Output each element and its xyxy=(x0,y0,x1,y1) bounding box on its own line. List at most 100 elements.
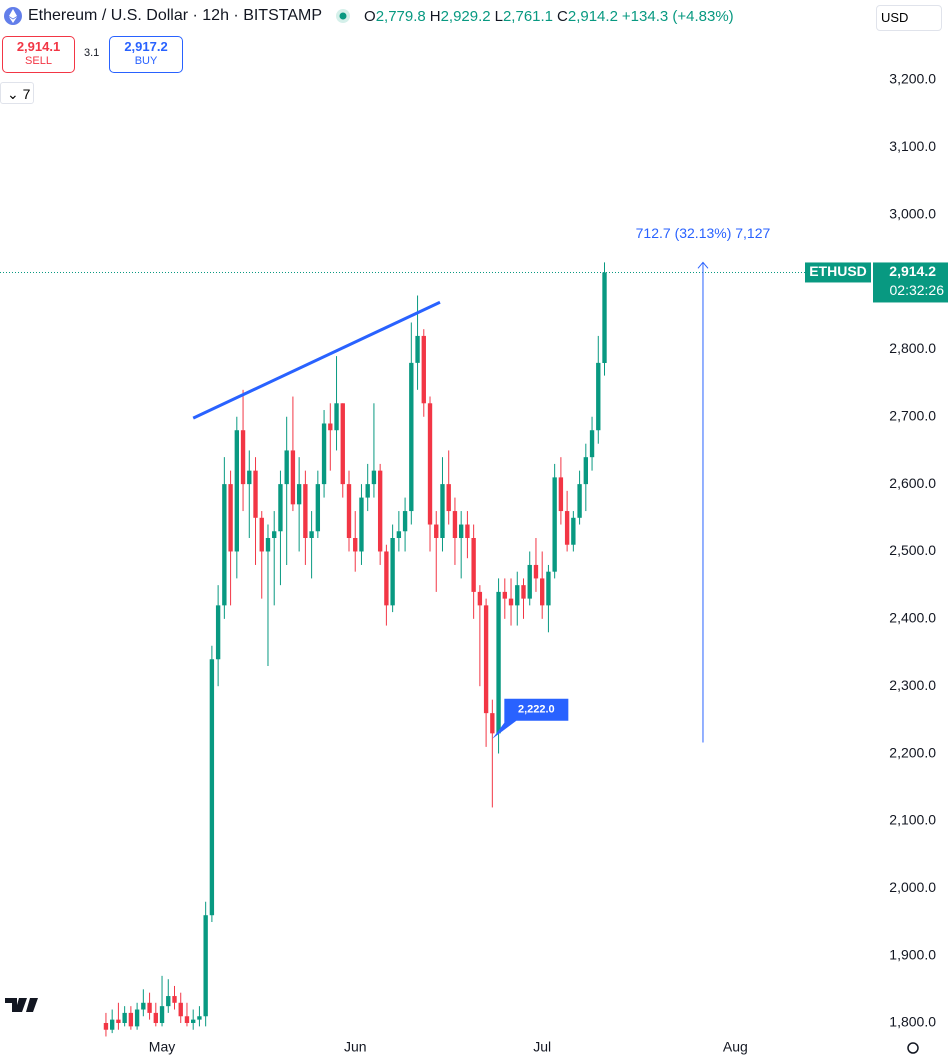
candle-body xyxy=(533,564,539,579)
candle-body xyxy=(415,335,420,363)
candle-body xyxy=(209,659,215,916)
y-tick-label: 2,800.0 xyxy=(889,340,936,356)
candle-body xyxy=(290,450,296,505)
y-tick-label: 2,200.0 xyxy=(889,744,936,760)
ohlc: O2,779.8 H2,929.2 L2,761.1 C2,914.2 +134.3 (… xyxy=(364,8,734,25)
ohlc-part: O xyxy=(364,7,376,25)
y-tick-label: 1,800.0 xyxy=(889,1014,936,1030)
ohlc-part: +134.3 (+4.83%) xyxy=(621,7,734,25)
candle-body xyxy=(334,403,339,431)
buy-button[interactable]: 2,917.2 BUY xyxy=(109,36,183,73)
candle-body xyxy=(203,915,208,1017)
candle-body xyxy=(215,605,221,660)
status-dot xyxy=(336,9,351,23)
eth-icon xyxy=(4,7,22,25)
candle-body xyxy=(402,511,408,532)
candle-body xyxy=(589,430,595,458)
candle-body xyxy=(340,403,345,485)
candle-body xyxy=(272,531,277,539)
candle-body xyxy=(346,484,352,539)
candle-body xyxy=(446,484,451,512)
candle-body xyxy=(483,605,489,714)
candle-body xyxy=(471,538,476,592)
candle-body xyxy=(109,1019,115,1030)
candle-body xyxy=(521,585,526,599)
candle-body xyxy=(377,470,383,552)
candle-body xyxy=(409,362,414,512)
y-tick-label: 3,200.0 xyxy=(889,71,936,87)
candle-body xyxy=(359,497,364,552)
y-tick-label: 2,500.0 xyxy=(889,542,936,558)
y-tick-label: 2,400.0 xyxy=(889,610,936,626)
candle-body xyxy=(122,1012,127,1023)
candle-body xyxy=(458,524,464,539)
ohlc-part: H xyxy=(429,7,441,25)
ohlc-part: 2,914.2 xyxy=(567,7,618,25)
measure-arrowhead xyxy=(697,261,709,269)
candle-body xyxy=(172,996,177,1003)
candle-body xyxy=(571,517,576,545)
candle-body xyxy=(427,403,433,525)
candle-body xyxy=(396,531,402,539)
candle-body xyxy=(265,538,271,552)
indicator-toggle[interactable]: ⌄ 7 xyxy=(0,82,34,104)
y-tick-label: 1,900.0 xyxy=(889,946,936,962)
candle-body xyxy=(496,591,501,734)
x-tick-label: Jun xyxy=(344,1039,367,1055)
price-tag-label: 2,914.2 xyxy=(889,263,936,279)
candle-body xyxy=(365,484,370,498)
candle-body xyxy=(309,531,314,539)
candle-body xyxy=(134,1009,140,1027)
y-tick-label: 2,700.0 xyxy=(889,407,936,423)
symbol-tag xyxy=(805,262,871,283)
header: Ethereum / U.S. Dollar · 12h · BITSTAMP … xyxy=(4,7,734,25)
candle-body xyxy=(197,1016,202,1020)
measure-label: 712.7 (32.13%) 7,127 xyxy=(636,225,771,241)
settings-icon xyxy=(907,1042,919,1054)
candle-body xyxy=(147,1002,152,1013)
candle-body xyxy=(508,598,514,606)
candle-body xyxy=(502,591,507,599)
candle-body xyxy=(159,1006,165,1023)
candle-body xyxy=(166,996,171,1007)
candle-body xyxy=(141,1002,146,1010)
x-tick-label: Aug xyxy=(723,1039,748,1055)
price-tag xyxy=(873,262,948,303)
candle-body xyxy=(191,1019,196,1023)
candle-body xyxy=(602,272,607,364)
candle-body xyxy=(278,484,283,532)
candle-body xyxy=(259,517,264,552)
x-tick-label: May xyxy=(149,1039,175,1055)
symbol-tag-label: ETHUSD xyxy=(809,263,867,279)
y-tick-label: 2,600.0 xyxy=(889,475,936,491)
y-tick-label: 2,000.0 xyxy=(889,879,936,895)
indicator-count: 7 xyxy=(22,86,31,102)
candle-body xyxy=(515,585,520,606)
y-tick-label: 3,000.0 xyxy=(889,205,936,221)
candle-body xyxy=(384,551,389,606)
candle-body xyxy=(596,362,601,431)
candle-body xyxy=(321,423,327,485)
low-callout xyxy=(492,698,569,739)
candle-body xyxy=(184,1016,190,1023)
buy-price: 2,917.2 xyxy=(124,39,168,54)
candle-body xyxy=(103,1022,109,1030)
y-tick-label: 3,100.0 xyxy=(889,138,936,154)
ohlc-part: L xyxy=(494,7,503,25)
y-tick-label: 2,300.0 xyxy=(889,677,936,693)
candle-body xyxy=(284,450,289,485)
sell-button[interactable]: 2,914.1 SELL xyxy=(2,36,75,73)
candle-body xyxy=(465,524,470,539)
ohlc-part: 2,779.8 xyxy=(375,7,426,25)
candle-body xyxy=(577,484,582,518)
candle-body xyxy=(440,484,445,539)
currency-button[interactable]: USD xyxy=(876,5,942,31)
candle-body xyxy=(452,511,458,539)
candle-body xyxy=(296,484,302,505)
candle-body xyxy=(558,477,564,512)
y-tick-label: 2,100.0 xyxy=(889,812,936,828)
candle-body xyxy=(247,470,252,485)
spread: 3.1 xyxy=(84,47,100,59)
candle-body xyxy=(564,511,570,545)
